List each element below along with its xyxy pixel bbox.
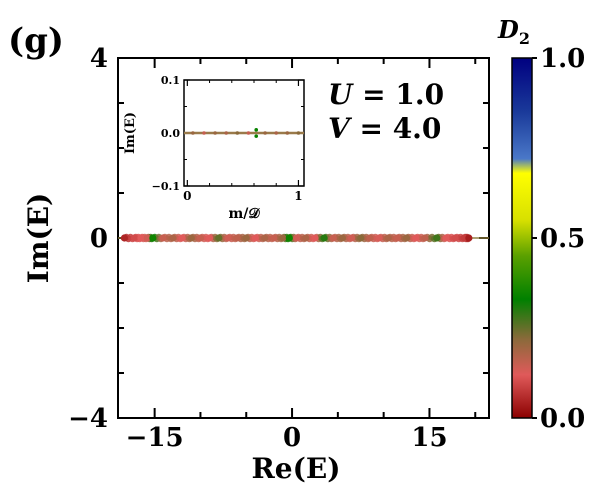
inset-y-axis-label: Im(E): [123, 112, 138, 154]
scatter-point: [451, 234, 459, 242]
scatter-point: [137, 234, 145, 242]
inset-scatter-point: [213, 131, 217, 135]
annotation-v: V = 4.0: [328, 112, 441, 145]
y-tick-label: −4: [68, 404, 108, 434]
inset-scatter-point: [254, 134, 259, 138]
scatter-point: [357, 234, 365, 242]
scatter-point: [366, 234, 374, 242]
colorbar-ticks: 0.0 0.5 1.0: [532, 44, 585, 434]
scatter-point: [206, 234, 214, 242]
scatter-point: [293, 234, 301, 242]
inset-scatter-point: [202, 131, 206, 135]
colorbar-tick-label: 0.5: [540, 224, 585, 254]
scatter-point: [375, 234, 383, 242]
scatter-point: [251, 234, 260, 242]
inset-points: [191, 128, 301, 138]
scatter-point: [412, 234, 420, 242]
inset-scatter-point: [296, 131, 301, 135]
scatter-point: [302, 234, 310, 242]
colorbar-label: D2: [497, 15, 530, 48]
scatter-point: [384, 234, 392, 242]
annotation-u: U = 1.0: [328, 78, 444, 111]
scatter-point: [465, 234, 473, 242]
y-tick-label: 4: [90, 44, 108, 74]
scatter-point: [347, 234, 356, 242]
scatter-point: [442, 234, 450, 242]
colorbar: [511, 57, 533, 419]
scatter-point: [320, 234, 328, 242]
inset-scatter-point: [191, 131, 195, 135]
scatter-point: [285, 234, 293, 242]
y-axis-label: Im(E): [22, 193, 55, 284]
inset-scatter-point: [254, 128, 259, 132]
x-tick-label: 0: [283, 423, 301, 453]
scatter-point: [402, 234, 411, 242]
scatter-point: [187, 234, 195, 242]
scatter-point: [338, 234, 347, 242]
colorbar-tick-label: 0.0: [540, 404, 585, 434]
scatter-point: [329, 234, 337, 242]
x-tick-label: 15: [411, 423, 447, 453]
inset-scatter-point: [235, 131, 240, 135]
inset-x-axis-label: m/𝒟: [228, 206, 260, 222]
scatter-point: [433, 234, 441, 242]
scatter-point: [311, 234, 319, 242]
main-ticks: [118, 57, 489, 419]
inset-y-tick-label: −0.1: [152, 180, 180, 193]
scatter-point: [242, 234, 250, 242]
inset-scatter-point: [263, 131, 267, 135]
scatter-point: [169, 234, 177, 242]
scatter-point: [178, 234, 186, 242]
inset-x-tick-label: 1: [294, 189, 302, 203]
x-tick-label: −15: [126, 423, 184, 453]
scatter-point: [421, 234, 429, 242]
inset-y-tick-label: 0.0: [161, 127, 180, 140]
inset-tick-labels: 0 1 −0.1 0.0 0.1: [152, 74, 303, 203]
scatter-point: [260, 234, 269, 242]
scatter-point: [143, 234, 151, 242]
inset-y-tick-label: 0.1: [161, 74, 180, 87]
main-points: [120, 233, 473, 243]
scatter-point: [196, 234, 205, 242]
inset-scatter-point: [274, 131, 279, 135]
colorbar-tick-label: 1.0: [540, 44, 585, 74]
scatter-point: [279, 234, 287, 242]
inset-scatter-point: [285, 131, 290, 135]
scatter-point: [393, 234, 401, 242]
scatter-point: [120, 234, 129, 242]
scatter-point: [270, 234, 278, 242]
panel-label: (g): [8, 21, 64, 61]
x-axis-label: Re(E): [252, 452, 341, 485]
scatter-point: [233, 234, 241, 242]
y-tick-label: 0: [90, 224, 108, 254]
inset-x-tick-label: 0: [183, 189, 191, 203]
scatter-point: [224, 234, 232, 242]
scatter-point: [130, 234, 139, 242]
scatter-point: [149, 234, 157, 242]
main-tick-labels: −15 0 15 −4 0 4: [68, 44, 447, 453]
scatter-point: [159, 234, 167, 242]
inset-scatter-point: [246, 131, 251, 135]
inset-scatter-point: [224, 131, 229, 135]
scatter-point: [215, 234, 223, 242]
